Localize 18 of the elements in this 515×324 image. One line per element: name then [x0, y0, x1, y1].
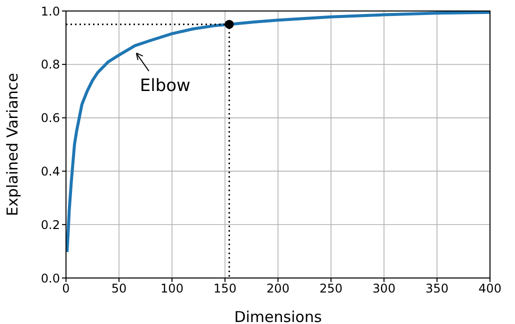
x-tick-label: 250 [320, 282, 342, 296]
x-tick-label: 50 [111, 282, 127, 296]
x-tick-label: 400 [478, 282, 502, 296]
y-tick-label: 0.0 [40, 271, 60, 286]
y-tick-label: 0.6 [40, 111, 60, 126]
x-axis-title: Dimensions [234, 308, 322, 324]
x-tick-label: 0 [62, 282, 70, 296]
annotation: Elbow [140, 76, 191, 96]
y-tick-label: 0.4 [40, 164, 60, 178]
y-axis-title: Explained Variance [3, 72, 22, 216]
x-tick-label: 200 [266, 282, 290, 296]
x-tick-label: 300 [372, 282, 396, 296]
x-tick-label: 100 [160, 282, 184, 296]
x-tick-label: 350 [426, 282, 448, 296]
x-tick-label: 150 [214, 282, 236, 296]
y-tick-label: 0.2 [40, 218, 60, 232]
y-tick-label: 0.8 [40, 58, 60, 72]
y-tick-label: 1.0 [40, 4, 60, 18]
